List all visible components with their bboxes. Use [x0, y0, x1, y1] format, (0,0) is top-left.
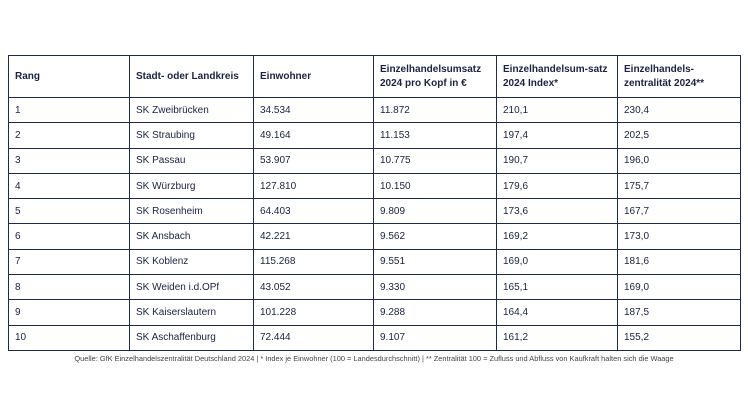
table-row: 3 SK Passau 53.907 10.775 190,7 196,0 — [8, 147, 741, 174]
table-cell: 3 — [8, 147, 130, 174]
table-cell: SK Koblenz — [129, 248, 254, 276]
table-cell: SK Straubing — [129, 122, 254, 149]
table-cell: 190,7 — [496, 147, 618, 174]
table-cell: 9.107 — [373, 324, 497, 351]
table-cell: 8 — [8, 274, 130, 301]
table-cell: 34.534 — [253, 96, 374, 124]
table-row: 9 SK Kaiserslautern 101.228 9.288 164,4 187,5 — [8, 299, 741, 326]
table-cell: SK Zweibrücken — [129, 96, 254, 124]
table-cell: 10.150 — [373, 172, 497, 200]
table-cell: 5 — [8, 198, 130, 225]
table-cell: SK Würzburg — [129, 172, 254, 200]
table-row: 7 SK Koblenz 115.268 9.551 169,0 181,6 — [8, 248, 741, 276]
ranking-table: Rang Stadt- oder Landkreis Einwohner Einzel… — [8, 55, 741, 351]
table-cell: 173,6 — [496, 198, 618, 225]
table-cell: 187,5 — [617, 299, 741, 326]
table-cell: 11.153 — [373, 122, 497, 149]
table-row: 2 SK Straubing 49.164 11.153 197,4 202,5 — [8, 122, 741, 149]
table-cell: 155,2 — [617, 324, 741, 351]
table-cell: 49.164 — [253, 122, 374, 149]
table-body: 1 SK Zweibrücken 34.534 11.872 210,1 230,4 2 SK… — [8, 96, 741, 351]
table-cell: 4 — [8, 172, 130, 200]
table-cell: 210,1 — [496, 96, 618, 124]
column-header: Stadt- oder Landkreis — [129, 55, 254, 98]
table-row: 5 SK Rosenheim 64.403 9.809 173,6 167,7 — [8, 198, 741, 225]
table-cell: 53.907 — [253, 147, 374, 174]
column-header: Einzelhandelsum-satz 2024 Index* — [496, 55, 618, 98]
table-cell: 202,5 — [617, 122, 741, 149]
table-cell: SK Passau — [129, 147, 254, 174]
table-cell: 9.809 — [373, 198, 497, 225]
table-row: 8 SK Weiden i.d.OPf 43.052 9.330 165,1 169,0 — [8, 274, 741, 301]
table-cell: SK Kaiserslautern — [129, 299, 254, 326]
table-cell: 173,0 — [617, 223, 741, 250]
table-cell: 165,1 — [496, 274, 618, 301]
table-cell: SK Weiden i.d.OPf — [129, 274, 254, 301]
table-cell: 167,7 — [617, 198, 741, 225]
table-cell: 42.221 — [253, 223, 374, 250]
table-cell: 169,0 — [496, 248, 618, 276]
table-cell: 72.444 — [253, 324, 374, 351]
table-row: 1 SK Zweibrücken 34.534 11.872 210,1 230,4 — [8, 96, 741, 124]
table-cell: 10 — [8, 324, 130, 351]
table-cell: 196,0 — [617, 147, 741, 174]
table-cell: 1 — [8, 96, 130, 124]
table-cell: 6 — [8, 223, 130, 250]
table-cell: 9.330 — [373, 274, 497, 301]
table-row: 10 SK Aschaffenburg 72.444 9.107 161,2 155,2 — [8, 324, 741, 351]
table-cell: SK Rosenheim — [129, 198, 254, 225]
table-cell: 115.268 — [253, 248, 374, 276]
table-cell: 101.228 — [253, 299, 374, 326]
table-cell: 64.403 — [253, 198, 374, 225]
table-cell: 127.810 — [253, 172, 374, 200]
table-cell: 161,2 — [496, 324, 618, 351]
table-cell: 179,6 — [496, 172, 618, 200]
column-header: Einzelhandelsumsatz 2024 pro Kopf in € — [373, 55, 497, 98]
table-row: 4 SK Würzburg 127.810 10.150 179,6 175,7 — [8, 172, 741, 200]
table-cell: 7 — [8, 248, 130, 276]
column-header: Einwohner — [253, 55, 374, 98]
table-cell: 230,4 — [617, 96, 741, 124]
header-row: Rang Stadt- oder Landkreis Einwohner Einzel… — [8, 55, 741, 98]
table-row: 6 SK Ansbach 42.221 9.562 169,2 173,0 — [8, 223, 741, 250]
table-cell: 10.775 — [373, 147, 497, 174]
table-cell: 197,4 — [496, 122, 618, 149]
column-header: Rang — [8, 55, 130, 98]
table-cell: 9 — [8, 299, 130, 326]
table-cell: SK Aschaffenburg — [129, 324, 254, 351]
table-cell: 169,0 — [617, 274, 741, 301]
column-header: Einzelhandels-zentralität 2024** — [617, 55, 741, 98]
table-cell: 11.872 — [373, 96, 497, 124]
table-cell: 43.052 — [253, 274, 374, 301]
table-cell: SK Ansbach — [129, 223, 254, 250]
table-cell: 175,7 — [617, 172, 741, 200]
table-cell: 9.288 — [373, 299, 497, 326]
table-cell: 9.562 — [373, 223, 497, 250]
table-cell: 169,2 — [496, 223, 618, 250]
table-cell: 164,4 — [496, 299, 618, 326]
table-cell: 2 — [8, 122, 130, 149]
table-cell: 9.551 — [373, 248, 497, 276]
table-cell: 181,6 — [617, 248, 741, 276]
source-note: Quelle: GfK Einzelhandelszentralität Deu… — [74, 354, 674, 363]
